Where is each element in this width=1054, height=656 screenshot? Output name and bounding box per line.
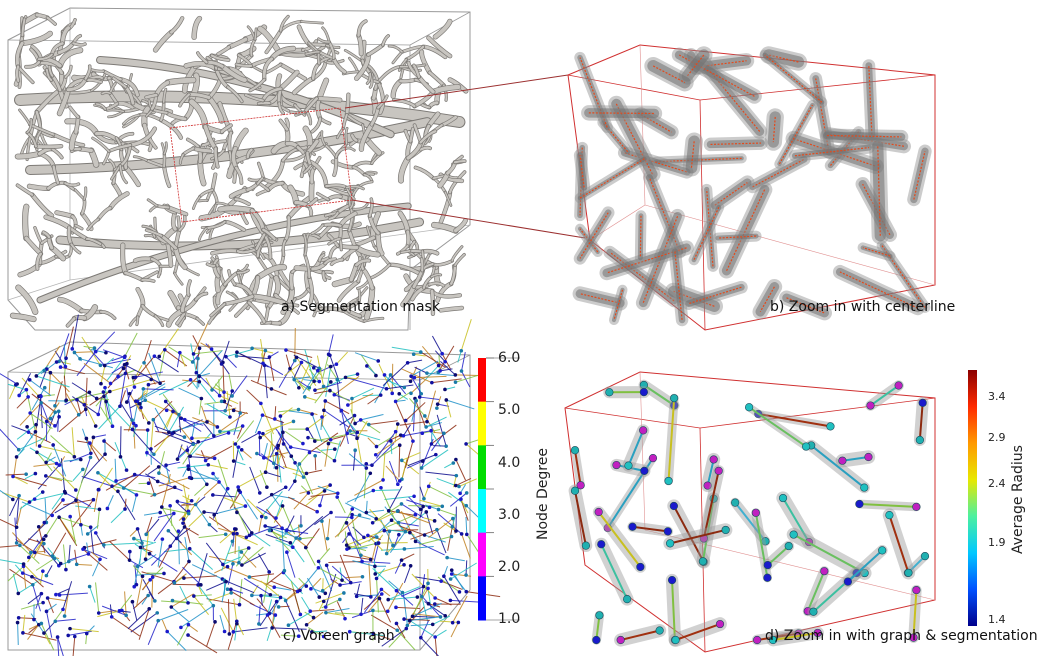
- voreen-graph-panel: [0, 314, 501, 656]
- node-degree-color-segment: [478, 358, 486, 403]
- caption-c: c) Voreen graph: [283, 628, 395, 644]
- node-degree-color-segment: [478, 401, 486, 446]
- node-degree-color-segment: [478, 576, 486, 621]
- radius-tick: 1.4: [988, 613, 1006, 626]
- radius-tick: 2.4: [988, 477, 1006, 490]
- radius-tick: 1.9: [988, 536, 1006, 549]
- caption-b: b) Zoom in with centerline: [770, 299, 956, 315]
- zoom-region-box: [169, 107, 353, 223]
- node-degree-tick: 6.0: [498, 350, 521, 366]
- node-degree-label: Node Degree: [535, 448, 551, 540]
- average-radius-colorbar: [968, 370, 977, 626]
- zoom-connector-bottom: [351, 199, 586, 239]
- graph-network-d: [568, 379, 930, 647]
- vessel-network-a: [9, 12, 469, 328]
- node-degree-color-segment: [478, 532, 486, 577]
- node-degree-tick: 5.0: [498, 402, 521, 418]
- node-degree-tick: 3.0: [498, 507, 521, 523]
- node-degree-tick: 2.0: [498, 559, 521, 575]
- node-degree-tick: 1.0: [498, 611, 521, 627]
- radius-tick: 3.4: [988, 390, 1006, 403]
- node-degree-color-segment: [478, 489, 486, 534]
- average-radius-label: Average Radius: [1010, 445, 1026, 554]
- node-degree-tick: 4.0: [498, 455, 521, 471]
- zoom-centerline-panel: [567, 44, 936, 331]
- zoom-graph-segmentation-panel: [564, 371, 936, 653]
- caption-a: a) Segmentation mask: [281, 299, 440, 315]
- radius-tick: 2.9: [988, 431, 1006, 444]
- node-degree-color-segment: [478, 445, 486, 490]
- graph-network-c: [0, 314, 501, 656]
- vessel-network-b: [572, 46, 932, 327]
- zoom-connector-top: [344, 74, 569, 109]
- caption-d: d) Zoom in with graph & segmentation: [765, 628, 1038, 644]
- segmentation-mask-panel: [7, 7, 471, 331]
